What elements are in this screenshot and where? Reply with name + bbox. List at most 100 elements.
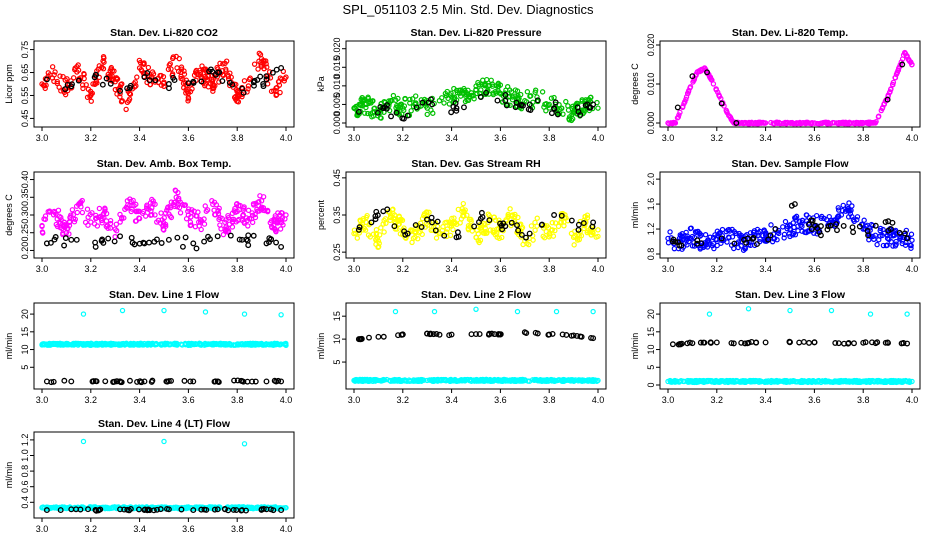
- series-point: [173, 53, 179, 60]
- series-point: [497, 377, 504, 384]
- reference-point: [430, 331, 437, 338]
- series-point: [258, 198, 265, 204]
- series-point: [826, 378, 832, 384]
- series-point: [909, 61, 915, 68]
- x-tick-label: 3.6: [182, 395, 195, 405]
- series-point: [714, 236, 720, 243]
- series-point: [836, 378, 842, 385]
- series-point: [774, 237, 780, 243]
- series-point: [112, 341, 118, 348]
- reference-point: [141, 378, 148, 385]
- series-point: [576, 377, 582, 383]
- reference-point: [811, 339, 818, 346]
- series-point: [185, 90, 192, 96]
- series-point: [488, 77, 494, 83]
- reference-point: [669, 341, 676, 348]
- series-point: [197, 69, 204, 76]
- series-point: [231, 208, 237, 214]
- reference-point: [429, 219, 436, 226]
- series-point: [181, 85, 187, 91]
- series-point: [258, 62, 264, 68]
- series-point: [867, 311, 874, 317]
- series-point: [787, 307, 793, 314]
- reference-point: [73, 236, 80, 243]
- reference-point: [152, 77, 159, 84]
- series-point: [370, 231, 377, 237]
- series-point: [509, 94, 516, 100]
- series-point: [377, 232, 383, 238]
- series-point: [909, 237, 915, 243]
- series-point: [534, 94, 540, 100]
- series-point: [811, 120, 818, 126]
- series-point: [478, 378, 484, 384]
- x-tick-label: 3.2: [711, 133, 724, 143]
- series-point: [268, 88, 275, 95]
- series-point: [400, 105, 406, 111]
- series-point: [122, 206, 128, 213]
- series-point: [566, 117, 573, 123]
- series-point: [69, 207, 76, 213]
- series-point: [805, 379, 811, 385]
- series-point: [578, 378, 585, 384]
- series-point: [875, 113, 882, 119]
- series-point: [54, 216, 60, 222]
- series-point: [909, 378, 915, 385]
- reference-point: [95, 507, 102, 514]
- series-point: [161, 222, 167, 229]
- series-point: [462, 98, 469, 105]
- series-point: [283, 505, 289, 511]
- series-point: [780, 224, 786, 230]
- reference-point: [68, 83, 75, 90]
- series-point: [904, 311, 910, 317]
- series-point: [370, 113, 377, 119]
- series-point: [277, 226, 284, 232]
- reference-point: [190, 78, 197, 85]
- series-point: [147, 212, 154, 218]
- series-point: [248, 342, 254, 348]
- series-point: [351, 230, 357, 237]
- reference-point: [508, 219, 515, 226]
- reference-point: [515, 227, 522, 234]
- series-point: [107, 217, 114, 224]
- series-point: [250, 202, 257, 208]
- series-point: [354, 110, 361, 116]
- reference-point: [179, 243, 186, 250]
- series-point: [100, 58, 106, 64]
- series-point: [109, 68, 116, 74]
- series-point: [104, 222, 111, 229]
- series-point: [236, 216, 242, 223]
- series-point: [485, 378, 491, 384]
- series-point: [40, 230, 46, 236]
- reference-point: [590, 219, 597, 226]
- series-point: [906, 58, 913, 64]
- series-point: [836, 213, 842, 220]
- reference-point: [745, 339, 752, 346]
- series-point: [119, 214, 125, 221]
- series-point: [836, 120, 842, 126]
- x-tick-label: 3.4: [133, 395, 146, 405]
- series-point: [104, 341, 110, 347]
- page-title: SPL_051103 2.5 Min. Std. Dev. Diagnostic…: [342, 2, 594, 17]
- reference-point: [436, 331, 443, 338]
- series-point: [252, 211, 258, 218]
- chart-panel-2: Stan. Dev. Li-820 Pressure kPa 3.0 3.2 3.4 3.…: [316, 27, 607, 143]
- reference-point: [743, 239, 750, 246]
- series-point: [470, 93, 476, 99]
- series-point: [177, 505, 184, 512]
- series-point: [692, 229, 699, 235]
- reference-point: [85, 506, 91, 513]
- series-point: [714, 242, 720, 249]
- series-point: [898, 379, 905, 385]
- series-point: [583, 377, 589, 384]
- reference-point: [413, 104, 420, 111]
- series-point: [70, 75, 77, 81]
- x-tick-label: 3.4: [133, 264, 146, 274]
- series-point: [561, 223, 567, 229]
- series-point: [377, 109, 384, 115]
- series-point: [731, 120, 737, 126]
- reference-point: [590, 101, 597, 108]
- series-point: [687, 225, 694, 232]
- series-point: [707, 241, 713, 248]
- series-point: [740, 247, 747, 253]
- series-point: [257, 193, 263, 199]
